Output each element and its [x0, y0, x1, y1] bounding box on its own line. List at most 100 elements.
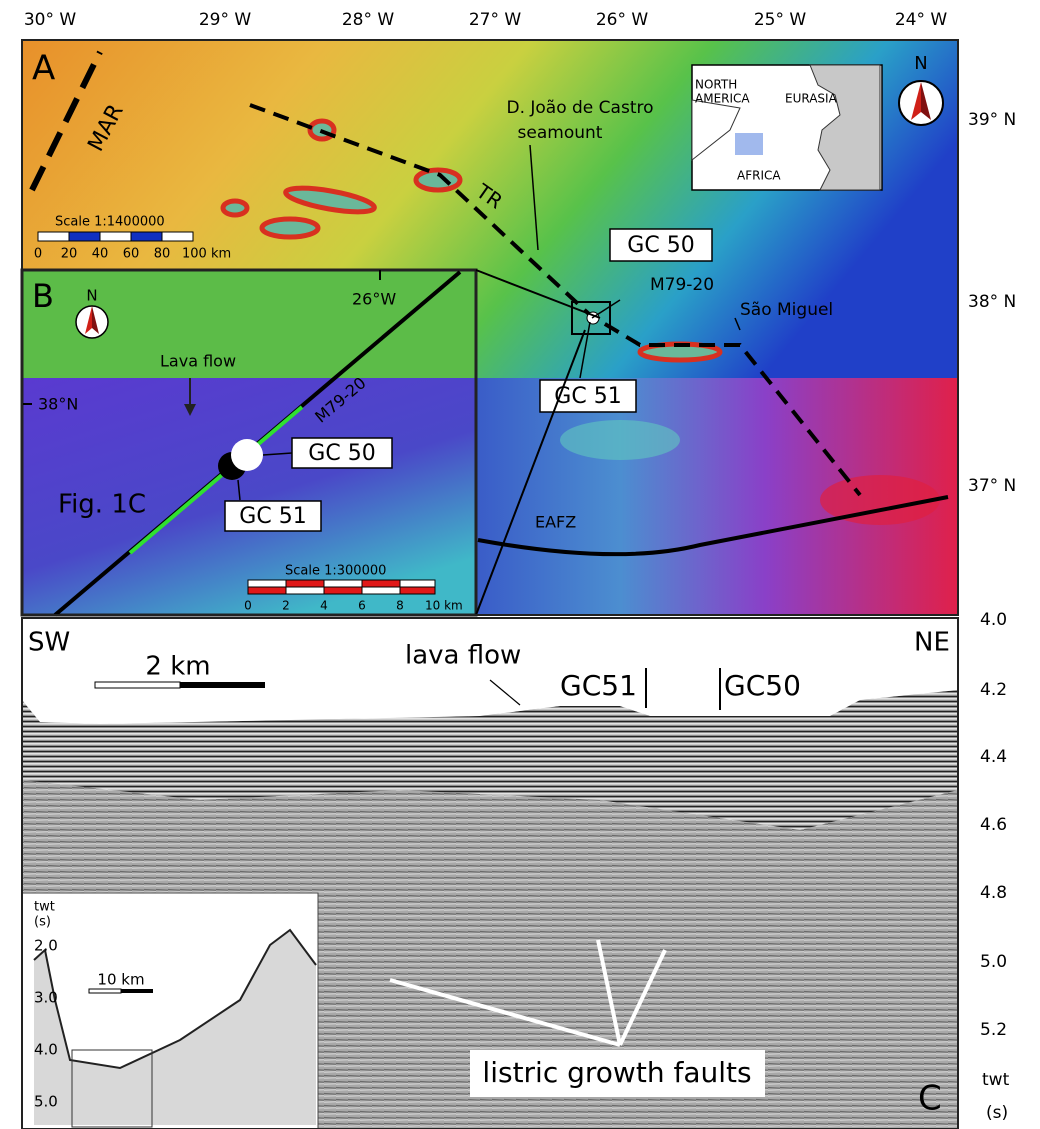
panel-label: B	[32, 277, 54, 315]
scale-segment	[100, 232, 131, 241]
twt-label: 4.2	[980, 680, 1007, 700]
faults-label: listric growth faults	[482, 1056, 751, 1089]
scale-tick: 6	[358, 599, 366, 613]
scale-segment	[162, 232, 193, 241]
inset-label: AFRICA	[737, 169, 781, 183]
lon-label: 26°W	[352, 290, 396, 309]
direction-label: NE	[914, 628, 950, 658]
twt-label: 4.4	[980, 747, 1007, 767]
scale-tick: 40	[92, 247, 109, 262]
inset-label: AMERICA	[695, 92, 750, 106]
twt-label: 4.0	[980, 610, 1007, 630]
island	[223, 201, 247, 215]
figure-ref: Fig. 1C	[58, 490, 146, 520]
scale-bar	[89, 989, 121, 993]
scale-segment	[400, 587, 435, 594]
inset-label: NORTH	[695, 78, 737, 92]
inset-label: EURASIA	[785, 92, 838, 106]
scale-segment	[248, 587, 286, 594]
twt-unit: twt	[982, 1070, 1010, 1090]
scale-tick: 60	[123, 247, 140, 262]
lon-label: 26° W	[596, 10, 649, 30]
scale-segment	[324, 587, 362, 594]
figure: 30° W 29° W 28° W 27° W 26° W 25° W 24° …	[0, 0, 1040, 1129]
island-label: São Miguel	[740, 300, 833, 320]
panel-label: A	[32, 49, 55, 89]
scale-label: 10 km	[97, 971, 144, 989]
top-axis: 30° W 29° W 28° W 27° W 26° W 25° W 24° …	[24, 10, 948, 30]
scale-bar	[95, 682, 180, 688]
right-axis: 39° N 38° N 37° N 4.0 4.2 4.4 4.6 4.8 5.…	[968, 110, 1016, 1123]
scale-bar	[248, 580, 435, 594]
inset-tick: 2.0	[34, 937, 58, 955]
scale-tick: 0	[34, 247, 42, 262]
scale-bar	[121, 989, 153, 993]
lon-label: 29° W	[199, 10, 252, 30]
lon-label: 27° W	[469, 10, 522, 30]
scale-title: Scale 1:1400000	[55, 215, 165, 230]
scale-segment	[324, 580, 362, 587]
core-label: GC51	[560, 669, 637, 702]
scale-segment	[286, 580, 324, 587]
lon-label: 30° W	[24, 10, 77, 30]
scale-segment	[362, 580, 400, 587]
scale-tick: 0	[244, 599, 252, 613]
page: Map and seismic profile html,body{margin…	[0, 0, 1040, 1129]
scale-label: 2 km	[145, 652, 210, 682]
scale-tick: 100 km	[182, 247, 231, 262]
inset-axis-title: (s)	[34, 915, 51, 930]
scale-tick: 8	[396, 599, 404, 613]
inset-tick: 3.0	[34, 989, 58, 1007]
seamount-area	[560, 420, 680, 460]
inset-tick: 5.0	[34, 1093, 58, 1111]
lon-label: 28° W	[342, 10, 395, 30]
seamount-label: D. João de Castro	[506, 98, 653, 118]
fault-zone-label: EAFZ	[535, 513, 576, 532]
scale-tick: 80	[154, 247, 171, 262]
lat-label: 37° N	[968, 476, 1016, 496]
twt-unit: (s)	[986, 1103, 1008, 1123]
scale-segment	[286, 587, 324, 594]
scale-tick: 10 km	[425, 599, 463, 613]
twt-label: 5.2	[980, 1020, 1007, 1040]
lava-flow-label: lava flow	[405, 641, 521, 671]
scale-bar	[180, 682, 265, 688]
twt-label: 4.8	[980, 883, 1007, 903]
island	[262, 219, 318, 237]
scale-segment	[362, 587, 400, 594]
core-label: GC 51	[239, 504, 306, 529]
core-label: GC50	[724, 669, 801, 702]
scale-tick: 4	[320, 599, 328, 613]
body: { "axes": { "top": ["30° W","29° W","28°…	[0, 0, 1040, 1129]
line-label: M79-20	[650, 275, 714, 295]
scale-segment	[69, 232, 100, 241]
scale-tick: 2	[282, 599, 290, 613]
scale-bar	[38, 232, 193, 241]
core-site	[231, 439, 263, 471]
panel-c: listric growth faults SW NE 2 km lava fl…	[22, 618, 958, 1129]
core-label: GC 50	[627, 233, 694, 258]
area-highlight	[735, 133, 763, 155]
panel-label: C	[918, 1079, 942, 1119]
scale-segment	[400, 580, 435, 587]
scale-segment	[131, 232, 162, 241]
scale-title: Scale 1:300000	[285, 564, 386, 579]
scale-tick: 20	[61, 247, 78, 262]
twt-label: 4.6	[980, 815, 1007, 835]
core-label: GC 51	[554, 384, 621, 409]
compass-label: N	[914, 53, 927, 74]
scale-segment	[38, 232, 69, 241]
core-label: GC 50	[308, 441, 375, 466]
inset-tick: 4.0	[34, 1041, 58, 1059]
compass-label: N	[86, 287, 97, 305]
lon-label: 25° W	[754, 10, 807, 30]
lat-label: 38°N	[38, 395, 78, 414]
twt-label: 5.0	[980, 952, 1007, 972]
lava-flow-label: Lava flow	[160, 352, 236, 371]
lon-label: 24° W	[895, 10, 948, 30]
seamount-label: seamount	[518, 123, 603, 143]
inset-axis-title: twt	[34, 900, 55, 915]
lat-label: 38° N	[968, 292, 1016, 312]
island	[416, 170, 460, 190]
lat-label: 39° N	[968, 110, 1016, 130]
